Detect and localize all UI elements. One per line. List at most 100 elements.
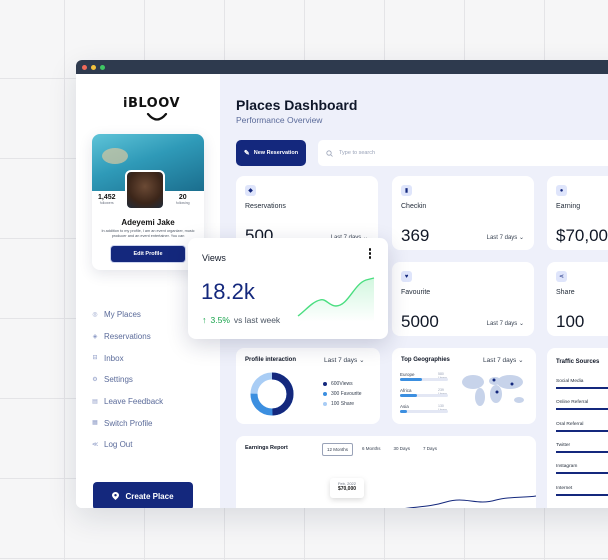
sidebar-item-label: Switch Profile — [104, 418, 153, 428]
geo-row-africa: Africa 239 Users — [400, 388, 448, 397]
brand-logo[interactable]: iBLOOV — [123, 96, 180, 111]
location-pin-icon — [112, 492, 120, 500]
traffic-sources-panel: Traffic Sources Social Media Online Refe… — [547, 348, 608, 508]
favourite-card[interactable]: ♥ Favourite 5000 Last 7 days ⌄ — [392, 262, 534, 336]
card-label: Favourite — [401, 289, 431, 296]
sidebar-item-log-out[interactable]: ≪ Log Out — [92, 434, 163, 456]
page-title: Places Dashboard — [236, 97, 358, 113]
chevron-down-icon: ⌄ — [518, 357, 524, 364]
sidebar-item-label: My Places — [104, 310, 141, 320]
traffic-row: Online Referral — [556, 400, 608, 410]
tab-7-days[interactable]: 7 Days — [423, 446, 438, 451]
profile-card: 1,452 followers 20 following Adeyemi Jak… — [92, 134, 204, 270]
top-geographies-panel: Top Geographies Last 7 days ⌄ Europe 580… — [392, 348, 536, 424]
sidebar-item-settings[interactable]: ⚙ Settings — [92, 369, 163, 391]
card-value: 100 — [556, 312, 585, 331]
traffic-row: Instagram — [556, 464, 608, 474]
gear-icon: ⚙ — [92, 376, 98, 383]
window-titlebar — [76, 60, 608, 74]
sidebar-item-label: Log Out — [104, 440, 133, 450]
sidebar-item-inbox[interactable]: ⊟ Inbox — [92, 347, 163, 369]
earnings-line-chart — [404, 495, 536, 508]
feedback-icon: ▤ — [92, 398, 98, 405]
period-dropdown[interactable]: Last 7 days ⌄ — [483, 356, 524, 364]
traffic-row: Oral Referral — [556, 422, 608, 432]
panel-title: Earnings Report — [245, 445, 288, 451]
period-dropdown[interactable]: Last 7 days ⌄ — [324, 356, 365, 364]
ticket-icon: ✎ — [243, 150, 250, 157]
tab-30-days[interactable]: 30 Days — [393, 446, 411, 451]
tab-12-months[interactable]: 12 Months — [322, 443, 354, 456]
change-percent: 3.5% — [210, 315, 230, 325]
sidebar-nav: ◎ My Places ◈ Reservations ⊟ Inbox ⚙ Set… — [92, 304, 163, 456]
period-dropdown[interactable]: Last 7 days ⌄ — [487, 320, 524, 327]
card-label: Reservations — [245, 203, 286, 210]
earning-icon: ● — [556, 185, 567, 196]
maximize-dot[interactable] — [100, 64, 105, 70]
search-icon — [326, 149, 333, 157]
panel-title: Top Geographies — [401, 357, 450, 363]
card-value: 369 — [401, 226, 430, 245]
more-options-icon[interactable] — [368, 248, 372, 260]
geo-row-asia: Asia 130 Users — [400, 404, 448, 413]
sidebar-item-label: Settings — [104, 375, 133, 385]
card-value: $70,00 — [556, 226, 608, 245]
new-reservation-button[interactable]: ✎ New Reservation — [236, 140, 306, 166]
panel-title: Traffic Sources — [556, 359, 600, 365]
sidebar-item-leave-feedback[interactable]: ▤ Leave Feedback — [92, 391, 163, 413]
checkin-card[interactable]: ▮ Checkin 369 Last 7 days ⌄ — [392, 176, 534, 250]
following-stat: 20 following — [176, 194, 190, 205]
tag-icon: ◈ — [92, 333, 98, 340]
profile-interaction-panel: Profile interaction Last 7 days ⌄ 600Vie… — [236, 348, 380, 424]
profile-name: Adeyemi Jake — [121, 218, 175, 227]
search-input[interactable]: Type to search — [318, 140, 608, 166]
sidebar-item-my-places[interactable]: ◎ My Places — [92, 304, 163, 326]
search-placeholder: Type to search — [339, 150, 376, 156]
tooltip-date: Feb, 2022 — [337, 481, 356, 486]
period-label: Last 7 days — [486, 321, 518, 327]
views-label: Views — [202, 253, 226, 263]
following-count: 20 — [178, 194, 187, 201]
share-card[interactable]: ⋖ Share 100 — [547, 262, 608, 336]
donut-chart — [250, 372, 294, 416]
tab-6-months[interactable]: 6 Months — [362, 446, 381, 451]
tooltip-value: $70,000 — [337, 486, 357, 492]
app-window: iBLOOV 1,452 followers 20 following Adey… — [76, 60, 608, 508]
location-icon: ◎ — [92, 311, 98, 318]
period-label: Last 7 days — [324, 357, 358, 364]
inbox-icon: ⊟ — [92, 355, 98, 362]
new-reservation-label: New Reservation — [253, 150, 299, 156]
followers-label: followers — [99, 201, 114, 205]
reservations-card[interactable]: ◆ Reservations 500 Last 7 days ⌄ — [236, 176, 378, 250]
followers-count: 1,452 — [98, 194, 116, 201]
edit-profile-button[interactable]: Edit Profile — [111, 246, 185, 262]
logo-smile-icon — [146, 113, 168, 121]
traffic-row: Internet — [556, 486, 608, 496]
heart-icon: ♥ — [401, 271, 412, 282]
ticket-icon: ◆ — [245, 185, 256, 196]
sidebar-item-switch-profile[interactable]: ▦ Switch Profile — [92, 412, 163, 434]
close-dot[interactable] — [82, 64, 87, 70]
arrow-up-icon: ↑ — [202, 315, 207, 325]
period-label: Last 7 days — [483, 357, 517, 364]
avatar[interactable] — [125, 170, 165, 210]
minimize-dot[interactable] — [91, 64, 96, 70]
chevron-down-icon: ⌄ — [518, 321, 524, 327]
earnings-period-tabs: 12 Months 6 Months 30 Days 7 Days — [322, 443, 441, 456]
views-change: ↑ 3.5% vs last week — [202, 315, 280, 325]
sidebar: iBLOOV 1,452 followers 20 following Adey… — [76, 74, 220, 508]
card-label: Earning — [556, 203, 581, 210]
views-card[interactable]: Views 18.2k ↑ 3.5% vs last week — [188, 238, 388, 339]
change-suffix: vs last week — [233, 315, 281, 325]
share-icon: ⋖ — [556, 271, 567, 282]
create-place-button[interactable]: Create Place — [93, 482, 193, 508]
earning-card[interactable]: ● Earning $70,00 — [547, 176, 608, 250]
switch-icon: ▦ — [92, 420, 98, 427]
earnings-report-panel: Earnings Report 12 Months 6 Months 30 Da… — [236, 436, 536, 508]
legend-item: 600Views — [323, 379, 362, 389]
views-value: 18.2k — [201, 279, 255, 304]
period-dropdown[interactable]: Last 7 days ⌄ — [487, 234, 524, 241]
sidebar-item-reservations[interactable]: ◈ Reservations — [92, 326, 163, 348]
chevron-down-icon: ⌄ — [359, 357, 365, 364]
checkin-icon: ▮ — [401, 185, 412, 196]
